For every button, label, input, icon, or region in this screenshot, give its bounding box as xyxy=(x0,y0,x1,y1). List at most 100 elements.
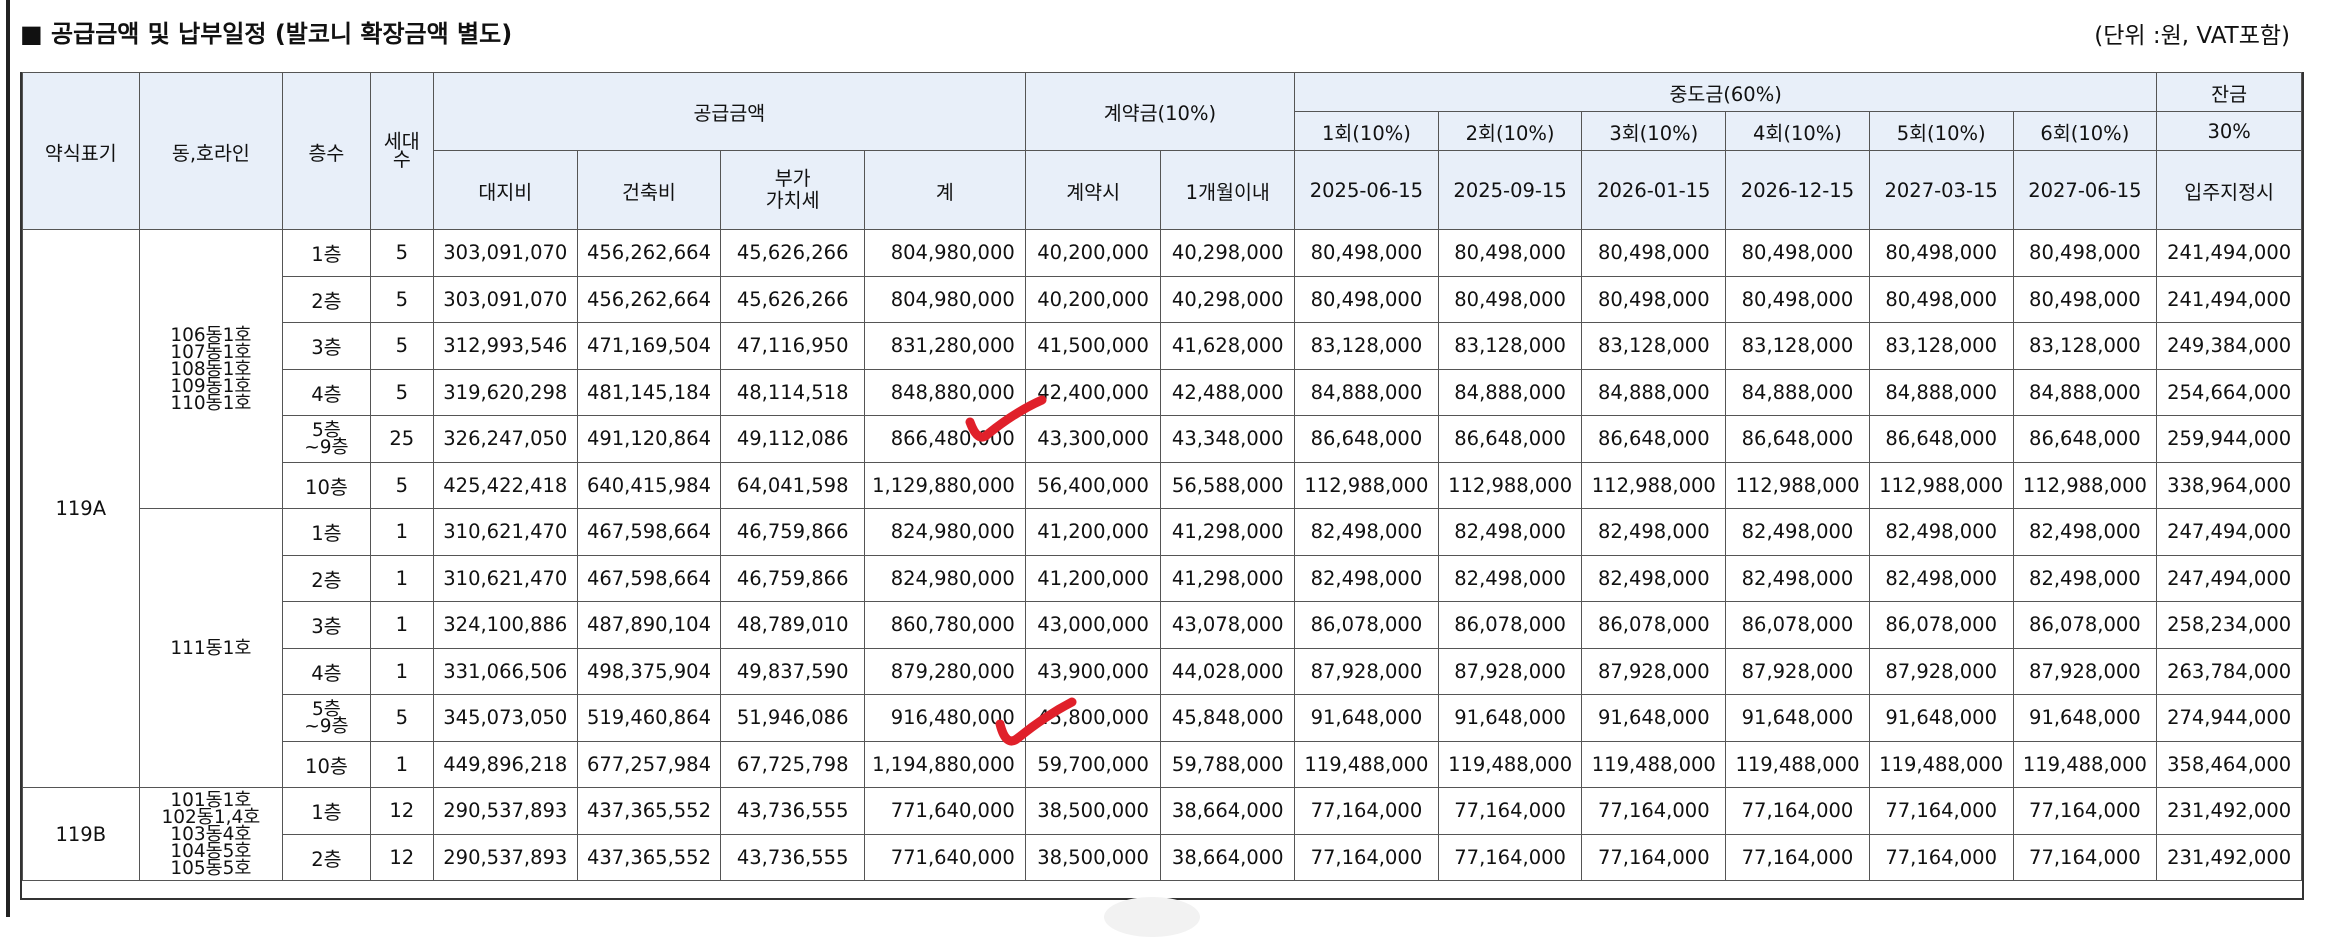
table-row: 111동1호 1층 1 310,621,470 467,598,664 46,759,86… xyxy=(23,508,2302,788)
balance-cell: 247,494,000 xyxy=(2156,554,2302,602)
table-body: 119A 106동1호 107동1호 108동1호 109동1호 110동1호 1층… xyxy=(22,229,2302,881)
balance-cell: 358,464,000 xyxy=(2156,740,2302,788)
header-sum: 계 xyxy=(864,150,1026,230)
total-cell: 1,129,880,000 xyxy=(864,461,1026,509)
total-cell: 879,280,000 xyxy=(864,647,1026,695)
title-row: ■ 공급금액 및 납부일정 (발코니 확장금액 별도) (단위 :원, VAT포… xyxy=(20,10,2290,58)
households-cell: 1 xyxy=(369,554,434,602)
middle-payment-5-cell: 80,498,000 xyxy=(1868,229,2014,277)
header-m2: 2회(10%) xyxy=(1437,111,1583,151)
one-month-payment-cell: 38,664,000 xyxy=(1160,787,1296,835)
total-cell: 771,640,000 xyxy=(864,833,1026,881)
middle-payment-1-cell: 80,498,000 xyxy=(1294,275,1439,323)
middle-payment-2-cell: 91,648,000 xyxy=(1437,694,1583,742)
building-cost-cell: 467,598,664 xyxy=(576,554,722,602)
vat-cell: 47,116,950 xyxy=(720,322,865,370)
contract-payment-cell: 43,000,000 xyxy=(1024,601,1162,649)
middle-payment-4-cell: 87,928,000 xyxy=(1725,647,1870,695)
one-month-payment-cell: 40,298,000 xyxy=(1160,275,1296,323)
header-m6: 6회(10%) xyxy=(2012,111,2158,151)
middle-payment-1-cell: 91,648,000 xyxy=(1294,694,1439,742)
one-month-payment-cell: 41,298,000 xyxy=(1160,554,1296,602)
middle-payment-5-cell: 86,078,000 xyxy=(1868,601,2014,649)
balance-cell: 274,944,000 xyxy=(2156,694,2302,742)
one-month-payment-cell: 40,298,000 xyxy=(1160,229,1296,277)
header-m4: 4회(10%) xyxy=(1725,111,1870,151)
middle-payment-1-cell: 77,164,000 xyxy=(1294,833,1439,881)
middle-payment-6-cell: 80,498,000 xyxy=(2012,229,2158,277)
middle-payment-2-cell: 80,498,000 xyxy=(1437,229,1583,277)
one-month-payment-cell: 56,588,000 xyxy=(1160,461,1296,509)
middle-payment-1-cell: 119,488,000 xyxy=(1294,740,1439,788)
floor-cell: 1층 xyxy=(282,229,371,277)
contract-payment-cell: 40,200,000 xyxy=(1024,229,1162,277)
table-row: 119A 106동1호 107동1호 108동1호 109동1호 110동1호 1층… xyxy=(22,229,2302,788)
middle-payment-5-cell: 91,648,000 xyxy=(1868,694,2014,742)
header-floor: 층수 xyxy=(282,72,371,230)
header-move-in: 입주지정시 xyxy=(2156,150,2302,230)
contract-payment-cell: 41,200,000 xyxy=(1024,554,1162,602)
contract-payment-cell: 38,500,000 xyxy=(1024,833,1162,881)
balance-cell: 258,234,000 xyxy=(2156,601,2302,649)
total-cell: 771,640,000 xyxy=(864,787,1026,835)
middle-payment-4-cell: 77,164,000 xyxy=(1725,787,1870,835)
middle-payment-5-cell: 77,164,000 xyxy=(1868,833,2014,881)
table-row: 10층 1 449,896,218 677,257,984 67,725,798 1,19… xyxy=(23,740,2302,788)
land-cost-cell: 425,422,418 xyxy=(432,461,578,509)
building-cost-cell: 467,598,664 xyxy=(576,508,722,556)
building-cost-cell: 437,365,552 xyxy=(576,833,722,881)
households-cell: 5 xyxy=(369,368,434,416)
middle-payment-5-cell: 83,128,000 xyxy=(1868,322,2014,370)
vat-cell: 48,789,010 xyxy=(720,601,865,649)
households-cell: 5 xyxy=(369,275,434,323)
middle-payment-3-cell: 91,648,000 xyxy=(1581,694,1727,742)
households-cell: 12 xyxy=(369,833,434,881)
table-row: 4층 5 319,620,298 481,145,184 48,114,518 848,8… xyxy=(23,368,2302,416)
middle-payment-4-cell: 86,078,000 xyxy=(1725,601,1870,649)
middle-payment-4-cell: 119,488,000 xyxy=(1725,740,1870,788)
contract-payment-cell: 56,400,000 xyxy=(1024,461,1162,509)
land-cost-cell: 310,621,470 xyxy=(432,508,578,556)
total-cell: 1,194,880,000 xyxy=(864,740,1026,788)
middle-payment-2-cell: 87,928,000 xyxy=(1437,647,1583,695)
middle-payment-2-cell: 82,498,000 xyxy=(1437,554,1583,602)
building-cost-cell: 519,460,864 xyxy=(576,694,722,742)
middle-payment-3-cell: 84,888,000 xyxy=(1581,368,1727,416)
header-building: 건축비 xyxy=(576,150,722,230)
overlay-handle xyxy=(1104,897,1200,937)
floor-cell: 4층 xyxy=(282,647,371,695)
one-month-payment-cell: 43,078,000 xyxy=(1160,601,1296,649)
building-cost-cell: 481,145,184 xyxy=(576,368,722,416)
middle-payment-6-cell: 77,164,000 xyxy=(2012,833,2158,881)
middle-payment-2-cell: 86,648,000 xyxy=(1437,415,1583,463)
total-cell: 866,480,000 xyxy=(864,415,1026,463)
households-cell: 1 xyxy=(369,601,434,649)
header-households: 세대 수 xyxy=(369,72,434,230)
middle-payment-5-cell: 80,498,000 xyxy=(1868,275,2014,323)
land-cost-cell: 324,100,886 xyxy=(432,601,578,649)
middle-payment-3-cell: 80,498,000 xyxy=(1581,229,1727,277)
contract-payment-cell: 41,200,000 xyxy=(1024,508,1162,556)
middle-payment-6-cell: 87,928,000 xyxy=(2012,647,2158,695)
middle-payment-5-cell: 119,488,000 xyxy=(1868,740,2014,788)
one-month-payment-cell: 43,348,000 xyxy=(1160,415,1296,463)
middle-payment-6-cell: 82,498,000 xyxy=(2012,554,2158,602)
total-cell: 804,980,000 xyxy=(864,229,1026,277)
table-row: 5층 ~9층 5 345,073,050 519,460,864 51,946,086 9… xyxy=(23,694,2302,742)
header-dong: 동,호라인 xyxy=(138,72,284,230)
dong-line-cell: 106동1호 107동1호 108동1호 109동1호 110동1호 xyxy=(138,229,284,509)
contract-payment-cell: 38,500,000 xyxy=(1024,787,1162,835)
total-cell: 916,480,000 xyxy=(864,694,1026,742)
contract-payment-cell: 43,300,000 xyxy=(1024,415,1162,463)
floor-cell: 10층 xyxy=(282,461,371,509)
floor-cell: 2층 xyxy=(282,554,371,602)
middle-payment-1-cell: 80,498,000 xyxy=(1294,229,1439,277)
header-balance: 잔금 xyxy=(2156,72,2302,112)
middle-payment-3-cell: 86,648,000 xyxy=(1581,415,1727,463)
balance-cell: 247,494,000 xyxy=(2156,508,2302,556)
balance-cell: 263,784,000 xyxy=(2156,647,2302,695)
middle-payment-6-cell: 86,648,000 xyxy=(2012,415,2158,463)
middle-payment-5-cell: 82,498,000 xyxy=(1868,554,2014,602)
vat-cell: 64,041,598 xyxy=(720,461,865,509)
middle-payment-1-cell: 84,888,000 xyxy=(1294,368,1439,416)
